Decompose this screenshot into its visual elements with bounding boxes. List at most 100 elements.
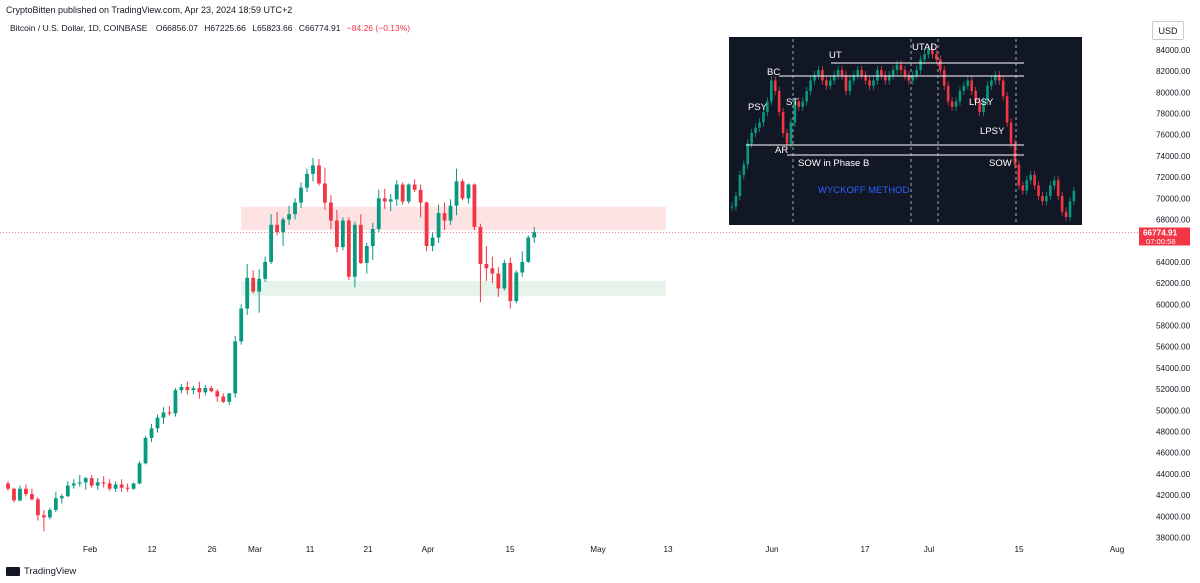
inset-candle-body (891, 70, 895, 76)
inset-candle-body (942, 70, 946, 86)
inset-annotation: SOW in Phase B (798, 158, 869, 169)
candle-body (167, 412, 172, 414)
resistance-zone (241, 206, 666, 231)
price-tick-label: 44000.00 (1156, 470, 1191, 479)
candle-body (89, 478, 94, 486)
inset-candle-body (825, 80, 828, 86)
candle-body (293, 202, 297, 215)
inset-candle-body (864, 75, 867, 81)
candle-body (346, 220, 351, 277)
candle-body (484, 264, 489, 269)
inset-candle-body (1009, 122, 1013, 144)
candle-body (263, 261, 268, 279)
candle-body (119, 484, 124, 488)
inset-candle-body (1021, 185, 1025, 191)
candle-body (352, 224, 357, 277)
candle-body (53, 498, 58, 510)
candle-body (502, 262, 507, 289)
ohlc-close: C66774.91 (298, 23, 341, 33)
candle-body (113, 484, 118, 489)
candle-body (490, 268, 495, 274)
inset-annotation: SOW (989, 158, 1012, 169)
candle-body (185, 386, 190, 391)
inset-candle-body (805, 91, 808, 102)
inset-candle-body (982, 101, 985, 112)
candle-body (317, 165, 321, 184)
price-tick-label: 70000.00 (1156, 194, 1191, 203)
inset-candle-body (813, 75, 816, 81)
inset-candle-body (931, 49, 934, 55)
symbol-title[interactable]: Bitcoin / U.S. Dollar, 1D, COINBASE (10, 23, 148, 33)
candle-body (418, 189, 423, 203)
candle-body (454, 181, 459, 206)
candle-body (275, 224, 279, 233)
price-tick-label: 64000.00 (1156, 258, 1191, 267)
inset-candle-body (1005, 96, 1009, 123)
price-tick-label: 52000.00 (1156, 385, 1191, 394)
inset-candle-body (923, 54, 926, 60)
inset-annotation: PSY (748, 102, 768, 113)
inset-candle-body (797, 101, 801, 107)
candle-body (143, 437, 148, 464)
wyckoff-inset: UT UTAD BC PSY ST LPSY LPSY AR SOW in Phase B SOW… (729, 37, 1082, 225)
inset-candle-body (1052, 180, 1056, 186)
candle-body (508, 262, 513, 302)
candle-body (412, 184, 417, 190)
inset-candle-body (777, 91, 781, 112)
candle-body (203, 388, 208, 393)
inset-candle-body (997, 75, 1001, 81)
inset-candle-body (899, 64, 903, 70)
inset-candle-body (758, 122, 761, 128)
inset-candle-body (1033, 175, 1036, 186)
inset-annotation: BC (767, 67, 780, 78)
inset-candle-body (836, 70, 840, 76)
price-tick-label: 62000.00 (1156, 279, 1191, 288)
time-tick-label: 13 (663, 545, 673, 554)
price-tick-label: 68000.00 (1156, 216, 1191, 225)
inset-annotation: UTAD (912, 42, 937, 53)
candle-body (24, 488, 28, 495)
time-tick-label: Apr (422, 545, 435, 554)
candle-body (478, 226, 483, 265)
candle-body (65, 485, 70, 497)
inset-candle-body (856, 70, 860, 76)
inset-annotation: LPSY (980, 126, 1005, 137)
candle-body (30, 494, 34, 500)
candle-body (358, 224, 363, 263)
ohlc-open: O66856.07 (155, 23, 198, 33)
price-tick-label: 78000.00 (1156, 110, 1191, 119)
inset-annotation: UT (829, 50, 842, 61)
price-tick-label: 46000.00 (1156, 449, 1191, 458)
candle-body (173, 390, 178, 414)
inset-candle-body (883, 75, 887, 81)
inset-candle-body (962, 85, 966, 91)
inset-candle-body (1064, 211, 1068, 217)
inset-candle-body (895, 64, 899, 70)
candle-body (496, 273, 501, 289)
inset-candle-body (1037, 185, 1040, 196)
candle-body (448, 205, 453, 221)
inset-candle-body (978, 101, 981, 112)
candle-body (382, 198, 387, 202)
ohlc-low: L65823.66 (252, 23, 293, 33)
inset-candle-body (966, 80, 970, 86)
candle-body (532, 232, 537, 238)
candle-body (394, 184, 399, 200)
inset-candle-body (754, 127, 757, 133)
time-tick-label: Jul (924, 545, 935, 554)
inset-candle-body (935, 54, 938, 60)
inset-candle-body (986, 85, 989, 102)
candle-body (442, 213, 447, 221)
inset-candle-body (762, 112, 765, 123)
inset-candle-body (730, 206, 734, 208)
inset-candle-body (773, 80, 777, 91)
currency-button[interactable]: USD (1152, 21, 1184, 40)
candle-body (227, 393, 232, 402)
inset-candle-body (911, 75, 915, 81)
symbol-info: Bitcoin / U.S. Dollar, 1D, COINBASE O668… (10, 23, 410, 33)
inset-candle-body (750, 133, 753, 144)
time-tick-label: 11 (306, 545, 315, 554)
candles-layer (6, 158, 537, 532)
